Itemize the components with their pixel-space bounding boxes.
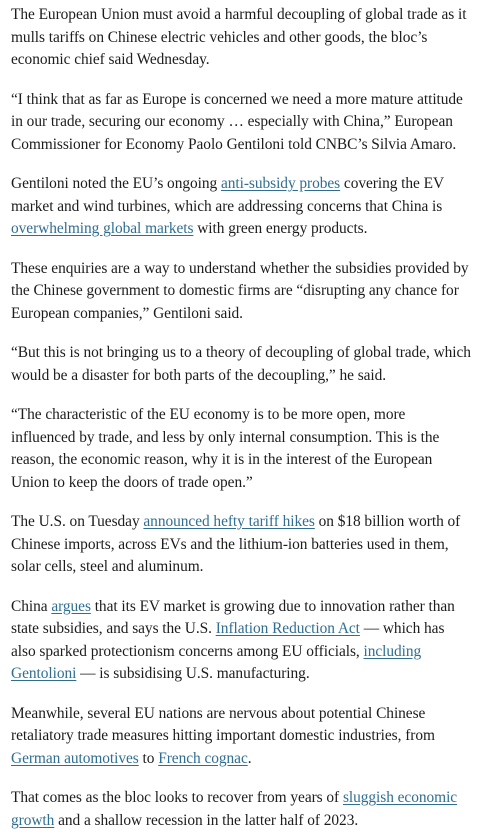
text-segment: Meanwhile, several EU nations are nervou… (11, 704, 435, 745)
link-including-gentolioni[interactable]: including Gentolioni (11, 642, 422, 683)
paragraph-decoupling-quote: “But this is not bringing us to a theory… (11, 344, 471, 384)
link-announced-tariff-hikes[interactable]: announced hefty tariff hikes (143, 513, 315, 530)
link-german-automotives[interactable]: German automotives (11, 749, 139, 767)
paragraph-quote-mature-attitude: “I think that as far as Europe is concer… (11, 90, 463, 153)
text-segment: to (138, 749, 159, 767)
text-segment: Gentiloni noted the EU’s ongoing (11, 175, 221, 192)
text-segment: that its EV market is growing due to inn… (11, 597, 455, 638)
text-segment: China (11, 597, 52, 615)
paragraph-intro: The European Union must avoid a harmful … (11, 6, 467, 68)
text-segment: and a shallow recession in the latter ha… (54, 811, 359, 829)
text-segment: — is subsidising U.S. manufacturing. (76, 665, 310, 682)
paragraph-anti-subsidy: Gentiloni noted the EU’s ongoing anti-su… (11, 173, 471, 241)
paragraph-recovery: That comes as the bloc looks to recover … (11, 787, 471, 832)
link-argues[interactable]: argues (51, 597, 91, 615)
text-segment: covering the EV market and wind turbines… (11, 175, 444, 215)
paragraph-enquiries: These enquiries are a way to understand … (11, 259, 469, 322)
link-overwhelming-global-markets[interactable]: overwhelming global markets (11, 220, 194, 237)
paragraph-us-tariffs: The U.S. on Tuesday announced hefty tari… (11, 511, 471, 579)
paragraph-china-argues: China argues that its EV market is growi… (11, 596, 471, 686)
text-segment: That comes as the bloc looks to recover … (11, 789, 343, 806)
link-inflation-reduction-act[interactable]: Inflation Reduction Act (215, 620, 360, 637)
text-segment: on $18 billion worth of Chinese imports,… (11, 513, 461, 575)
link-french-cognac[interactable]: French cognac (158, 749, 248, 767)
text-segment: — which has also sparked protectionism c… (11, 620, 445, 660)
link-anti-subsidy-probes[interactable]: anti-subsidy probes (220, 175, 341, 192)
text-segment: . (247, 749, 252, 767)
text-segment: The U.S. on Tuesday (11, 513, 144, 530)
text-segment: with green energy products. (193, 220, 368, 237)
paragraph-retaliatory-measures: Meanwhile, several EU nations are nervou… (11, 703, 471, 771)
paragraph-eu-economy-quote: “The characteristic of the EU economy is… (11, 406, 440, 491)
